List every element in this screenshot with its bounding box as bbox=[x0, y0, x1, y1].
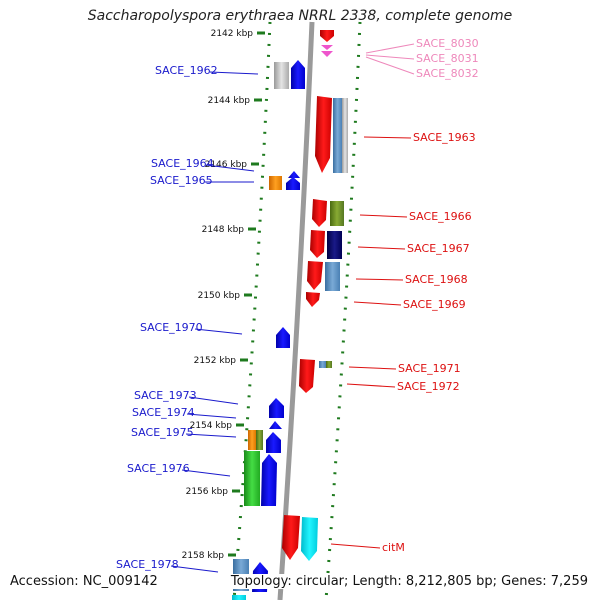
tick-label: 2150 kbp bbox=[198, 291, 241, 301]
gene-label-left[interactable]: SACE_1976 bbox=[127, 462, 190, 475]
left-track bbox=[232, 21, 272, 600]
gene-sace-1976[interactable] bbox=[261, 454, 277, 506]
gene-citm[interactable] bbox=[282, 515, 300, 560]
label-leader-line bbox=[188, 396, 239, 405]
gene-sace-1966b[interactable] bbox=[330, 201, 344, 226]
gene-sace-1964[interactable] bbox=[288, 171, 300, 178]
gene-label-right[interactable]: SACE_8030 bbox=[416, 37, 479, 50]
label-leader-line bbox=[170, 565, 219, 573]
label-leader-line bbox=[185, 433, 237, 438]
gene-sace-1967[interactable] bbox=[310, 230, 325, 258]
label-leader-line bbox=[186, 413, 237, 419]
right-track bbox=[324, 21, 362, 600]
label-leader-line bbox=[359, 214, 408, 218]
gene-label-right[interactable]: SACE_1966 bbox=[409, 210, 472, 223]
gene-label-right[interactable]: SACE_1971 bbox=[398, 362, 461, 375]
gene-sace-8031[interactable] bbox=[321, 45, 333, 50]
gene-sace-1975[interactable] bbox=[266, 432, 281, 453]
gene-sace-1976a[interactable] bbox=[244, 451, 260, 506]
tick-label: 2154 kbp bbox=[190, 421, 233, 431]
gene-sace-1975a[interactable] bbox=[248, 430, 256, 450]
genome-backbone bbox=[277, 21, 315, 600]
gene-sace-1966[interactable] bbox=[312, 199, 327, 227]
gene-label-right[interactable]: SACE_1967 bbox=[407, 242, 470, 255]
label-leader-line bbox=[205, 164, 255, 172]
gene-sace-1971b[interactable] bbox=[319, 361, 326, 368]
tick-label: 2156 kbp bbox=[186, 487, 229, 497]
tick-label: 2158 kbp bbox=[182, 551, 225, 561]
tick-label: 2146 kbp bbox=[205, 160, 248, 170]
label-leader-line bbox=[365, 56, 415, 75]
topology-text: Topology: circular; Length: 8,212,805 bp… bbox=[228, 574, 590, 589]
gene-sace-1967b[interactable] bbox=[327, 231, 342, 259]
gene-label-right[interactable]: SACE_1969 bbox=[403, 298, 466, 311]
label-leader-line bbox=[363, 136, 412, 139]
label-leader-line bbox=[365, 43, 415, 54]
gene-label-right[interactable]: SACE_8032 bbox=[416, 67, 479, 80]
gene-label-left[interactable]: SACE_1964 bbox=[151, 157, 214, 170]
gene-sace-8032[interactable] bbox=[321, 51, 333, 57]
tick-label: 2144 kbp bbox=[208, 96, 251, 106]
tick-label: 2152 kbp bbox=[194, 356, 237, 366]
gene-label-right[interactable]: citM bbox=[382, 541, 405, 554]
gene-sace-1972b[interactable] bbox=[326, 361, 332, 368]
gene-label-right[interactable]: SACE_1968 bbox=[405, 273, 468, 286]
label-leader-line bbox=[346, 383, 396, 388]
gene-label-right[interactable]: SACE_1972 bbox=[397, 380, 460, 393]
label-leader-line bbox=[365, 54, 415, 60]
gene-sace-1963b[interactable] bbox=[333, 98, 342, 173]
gene-sace-1971[interactable] bbox=[299, 359, 315, 393]
gene-sace-1974[interactable] bbox=[269, 421, 282, 429]
label-leader-line bbox=[209, 71, 259, 75]
gene-sace-1969[interactable] bbox=[306, 292, 320, 307]
gene-label-right[interactable]: SACE_8031 bbox=[416, 52, 479, 65]
gene-sace-1975b[interactable] bbox=[256, 430, 263, 450]
label-leader-line bbox=[348, 366, 397, 370]
gene-sace-1962a[interactable] bbox=[274, 62, 289, 89]
gene-citm-b[interactable] bbox=[301, 517, 318, 561]
gene-label-left[interactable]: SACE_1974 bbox=[132, 406, 195, 419]
gene-sace-1963[interactable] bbox=[315, 96, 332, 173]
label-leader-line bbox=[194, 328, 243, 335]
gene-sace-1968b[interactable] bbox=[325, 262, 340, 291]
map-title: Saccharopolyspora erythraea NRRL 2338, c… bbox=[87, 8, 513, 24]
gene-label-right[interactable]: SACE_1963 bbox=[413, 131, 476, 144]
gene-label-left[interactable]: SACE_1973 bbox=[134, 389, 197, 402]
gene-sace-8030[interactable] bbox=[320, 30, 334, 42]
label-leader-line bbox=[355, 278, 404, 281]
gene-label-left[interactable]: SACE_1965 bbox=[150, 174, 213, 187]
tick-label: 2148 kbp bbox=[202, 225, 245, 235]
label-leader-line bbox=[357, 246, 406, 250]
label-leader-line bbox=[353, 301, 402, 306]
gene-label-left[interactable]: SACE_1978 bbox=[116, 558, 179, 571]
gene-sace-1970[interactable] bbox=[276, 327, 290, 348]
gene-partial-bottom bbox=[232, 595, 246, 600]
gene-label-left[interactable]: SACE_1970 bbox=[140, 321, 203, 334]
gene-sace-1968[interactable] bbox=[307, 261, 323, 290]
gene-sace-1962[interactable] bbox=[291, 60, 305, 89]
tick-label: 2142 kbp bbox=[211, 29, 254, 39]
gene-sace-1965[interactable] bbox=[286, 177, 300, 190]
label-leader-line bbox=[330, 543, 381, 549]
gene-sace-1973[interactable] bbox=[269, 398, 284, 418]
gene-label-left[interactable]: SACE_1975 bbox=[131, 426, 194, 439]
gene-label-left[interactable]: SACE_1962 bbox=[155, 64, 218, 77]
label-leader-line bbox=[181, 469, 231, 477]
accession-text: Accession: NC_009142 bbox=[8, 574, 160, 589]
gene-sace-1965a[interactable] bbox=[269, 176, 282, 190]
gene-sace-1963c[interactable] bbox=[342, 98, 348, 173]
